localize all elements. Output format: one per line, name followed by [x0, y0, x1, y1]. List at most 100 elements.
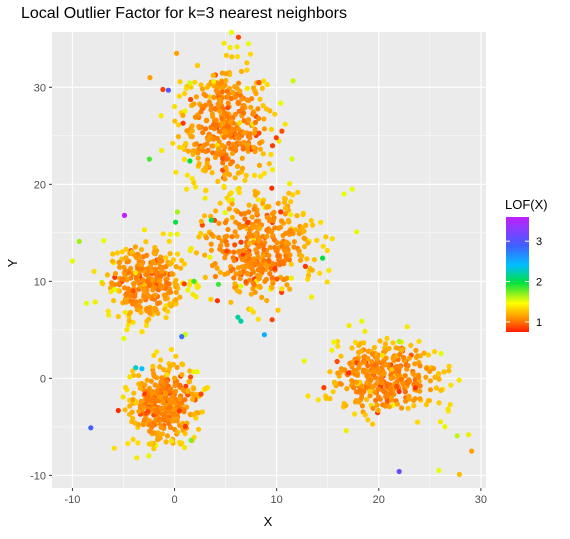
data-point: [115, 407, 121, 414]
data-point: [272, 225, 278, 231]
data-point: [232, 229, 238, 235]
data-point: [289, 156, 295, 162]
data-point: [235, 34, 242, 40]
data-point: [252, 188, 258, 194]
data-point: [279, 128, 285, 134]
data-point: [174, 50, 180, 56]
data-point: [309, 267, 315, 273]
data-point: [296, 231, 302, 237]
data-point: [148, 263, 154, 269]
data-point: [232, 94, 238, 100]
data-point: [285, 217, 292, 223]
data-point: [225, 105, 231, 111]
data-point: [229, 54, 235, 60]
data-point: [225, 226, 231, 233]
data-point: [181, 281, 187, 287]
data-point: [257, 96, 263, 102]
data-point: [264, 297, 270, 304]
data-point: [199, 144, 205, 150]
data-point: [430, 365, 437, 372]
data-point: [160, 231, 166, 237]
data-point: [137, 403, 143, 409]
data-point: [448, 382, 454, 388]
data-point: [356, 399, 362, 405]
data-point: [136, 408, 142, 414]
data-point: [374, 355, 380, 361]
data-point: [367, 393, 373, 399]
data-point: [245, 142, 251, 148]
data-point: [138, 398, 144, 404]
data-point: [356, 342, 362, 348]
data-point: [244, 97, 250, 103]
data-point: [327, 396, 333, 402]
data-point: [361, 354, 367, 360]
data-point: [400, 381, 406, 388]
data-point: [177, 396, 183, 402]
data-point: [255, 316, 261, 322]
data-point: [204, 84, 210, 90]
data-point: [244, 67, 250, 73]
data-point: [232, 242, 238, 248]
data-point: [259, 85, 265, 91]
data-point: [151, 371, 157, 377]
data-point: [387, 386, 393, 392]
data-point: [183, 85, 189, 91]
data-point: [286, 190, 292, 196]
data-point: [128, 275, 134, 281]
data-point: [224, 170, 230, 176]
data-point: [208, 231, 215, 237]
data-point: [244, 60, 250, 66]
data-point: [229, 201, 235, 207]
data-point: [248, 104, 254, 110]
data-point: [150, 277, 156, 283]
data-point: [416, 374, 422, 380]
data-point: [185, 287, 191, 293]
data-point: [257, 146, 263, 152]
data-point: [296, 248, 302, 254]
data-point: [389, 366, 395, 372]
data-point: [252, 223, 258, 229]
data-point: [253, 90, 259, 97]
data-point: [234, 288, 240, 294]
data-point: [130, 436, 136, 442]
data-point: [288, 212, 294, 218]
data-point: [139, 329, 145, 335]
data-point: [204, 118, 210, 124]
data-point: [427, 368, 433, 374]
data-point: [236, 100, 242, 106]
data-point: [250, 111, 256, 117]
data-point: [251, 144, 257, 150]
data-point: [291, 244, 297, 250]
data-point: [148, 268, 154, 274]
legend-colorbar: [506, 217, 529, 332]
data-point: [370, 421, 376, 427]
data-point: [161, 367, 167, 373]
data-point: [256, 276, 262, 282]
data-point: [238, 318, 244, 324]
data-point: [117, 264, 123, 270]
data-point: [123, 296, 129, 302]
data-point: [347, 360, 353, 366]
data-point: [247, 135, 253, 141]
data-point: [216, 146, 222, 152]
data-point: [274, 240, 280, 246]
data-point: [456, 377, 462, 383]
data-point: [223, 164, 229, 170]
data-point: [355, 389, 361, 395]
data-point: [320, 243, 326, 249]
data-point: [291, 239, 297, 245]
data-point: [233, 271, 239, 277]
data-point: [411, 403, 417, 409]
data-point: [180, 112, 186, 118]
data-point: [147, 428, 153, 434]
data-point: [253, 231, 259, 237]
data-point: [235, 134, 241, 140]
data-point: [151, 430, 157, 436]
x-tick-label: 0: [171, 494, 177, 506]
data-point: [279, 259, 286, 265]
data-point: [250, 281, 257, 287]
data-point: [232, 281, 238, 287]
data-point: [305, 240, 311, 246]
legend-tick-label: 1: [536, 317, 542, 329]
data-point: [158, 357, 164, 363]
